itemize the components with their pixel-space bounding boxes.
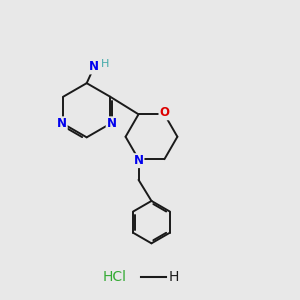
- Text: N: N: [57, 117, 67, 130]
- Text: O: O: [159, 106, 170, 119]
- Text: H: H: [168, 270, 179, 283]
- Text: H: H: [101, 59, 110, 69]
- Text: N: N: [106, 117, 117, 130]
- Text: N: N: [134, 154, 143, 167]
- Text: N: N: [89, 61, 99, 74]
- Text: HCl: HCl: [103, 270, 127, 283]
